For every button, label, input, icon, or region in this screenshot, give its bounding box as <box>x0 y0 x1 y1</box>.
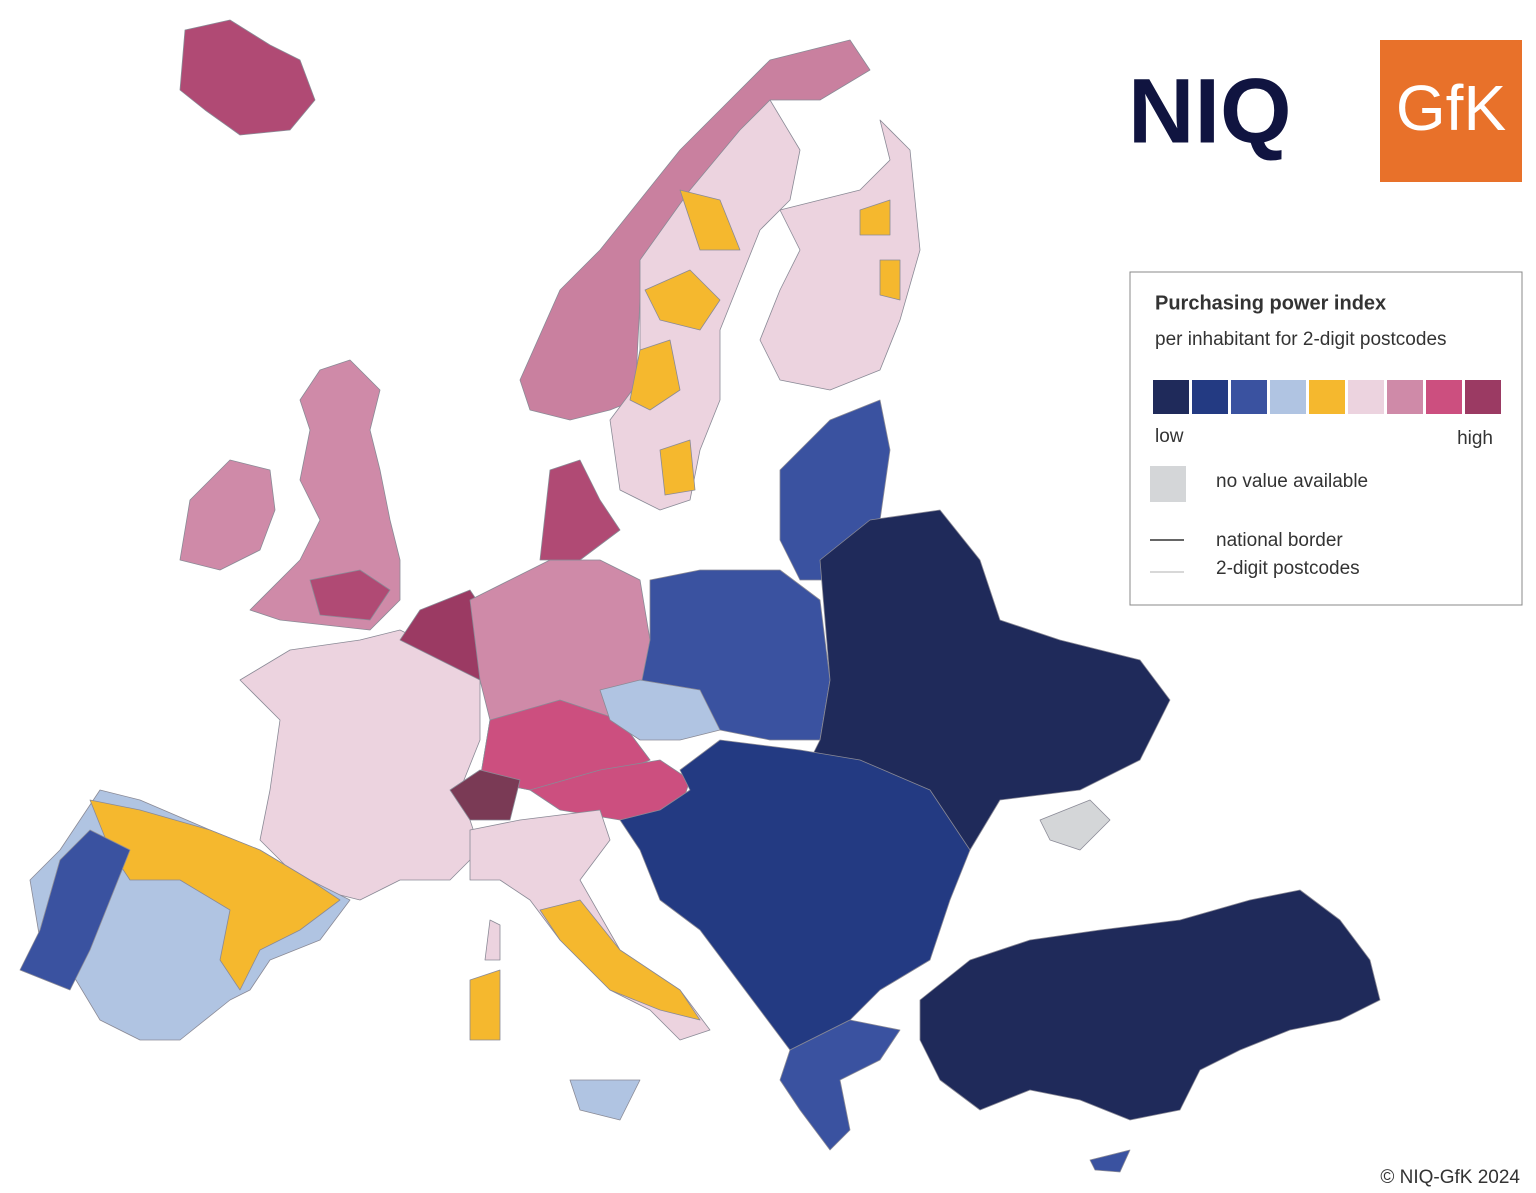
legend-swatch <box>1231 380 1267 414</box>
switzerland <box>449 769 521 821</box>
gfk-logo: GfK <box>1396 72 1506 144</box>
london <box>309 569 391 621</box>
legend-swatch <box>1153 380 1189 414</box>
legend-swatch <box>1465 380 1501 414</box>
legend-low: low <box>1155 426 1184 447</box>
cyprus <box>1089 1149 1131 1173</box>
legend-swatch <box>1426 380 1462 414</box>
legend-subtitle: per inhabitant for 2-digit postcodes <box>1155 329 1447 350</box>
legend-swatch <box>1270 380 1306 414</box>
legend-swatch <box>1192 380 1228 414</box>
corsica <box>484 919 501 961</box>
niq-logo: NIQ <box>1128 60 1292 162</box>
europe-map <box>19 19 1381 1173</box>
france <box>239 629 481 901</box>
legend: Purchasing power index per inhabitant fo… <box>1129 271 1523 606</box>
iceland <box>179 19 316 136</box>
legend-box <box>1129 271 1523 606</box>
sardinia <box>469 969 501 1041</box>
legend-swatch <box>1348 380 1384 414</box>
portugal <box>19 829 131 991</box>
postcode-label: 2-digit postcodes <box>1216 558 1360 579</box>
copyright: © NIQ-GfK 2024 <box>1380 1167 1520 1188</box>
legend-swatch <box>1309 380 1345 414</box>
legend-swatch <box>1387 380 1423 414</box>
czechia <box>599 679 721 741</box>
legend-title: Purchasing power index <box>1155 292 1386 314</box>
legend-high: high <box>1457 428 1493 449</box>
ireland <box>179 459 276 571</box>
gfk-logo-box <box>1380 40 1522 182</box>
denmark <box>539 459 621 561</box>
no-value-swatch <box>1150 466 1186 502</box>
crimea <box>1039 799 1111 851</box>
spain-region <box>89 799 341 991</box>
border-label: national border <box>1216 530 1343 551</box>
italy-south <box>539 899 701 1021</box>
greece <box>779 1019 901 1151</box>
no-value-label: no value available <box>1216 471 1368 492</box>
turkey <box>919 889 1381 1121</box>
great-britain <box>249 359 401 631</box>
finland <box>759 119 921 391</box>
norway <box>519 39 871 421</box>
sweden-region <box>629 189 741 496</box>
finland-region <box>859 199 901 301</box>
sicily <box>569 1079 641 1121</box>
